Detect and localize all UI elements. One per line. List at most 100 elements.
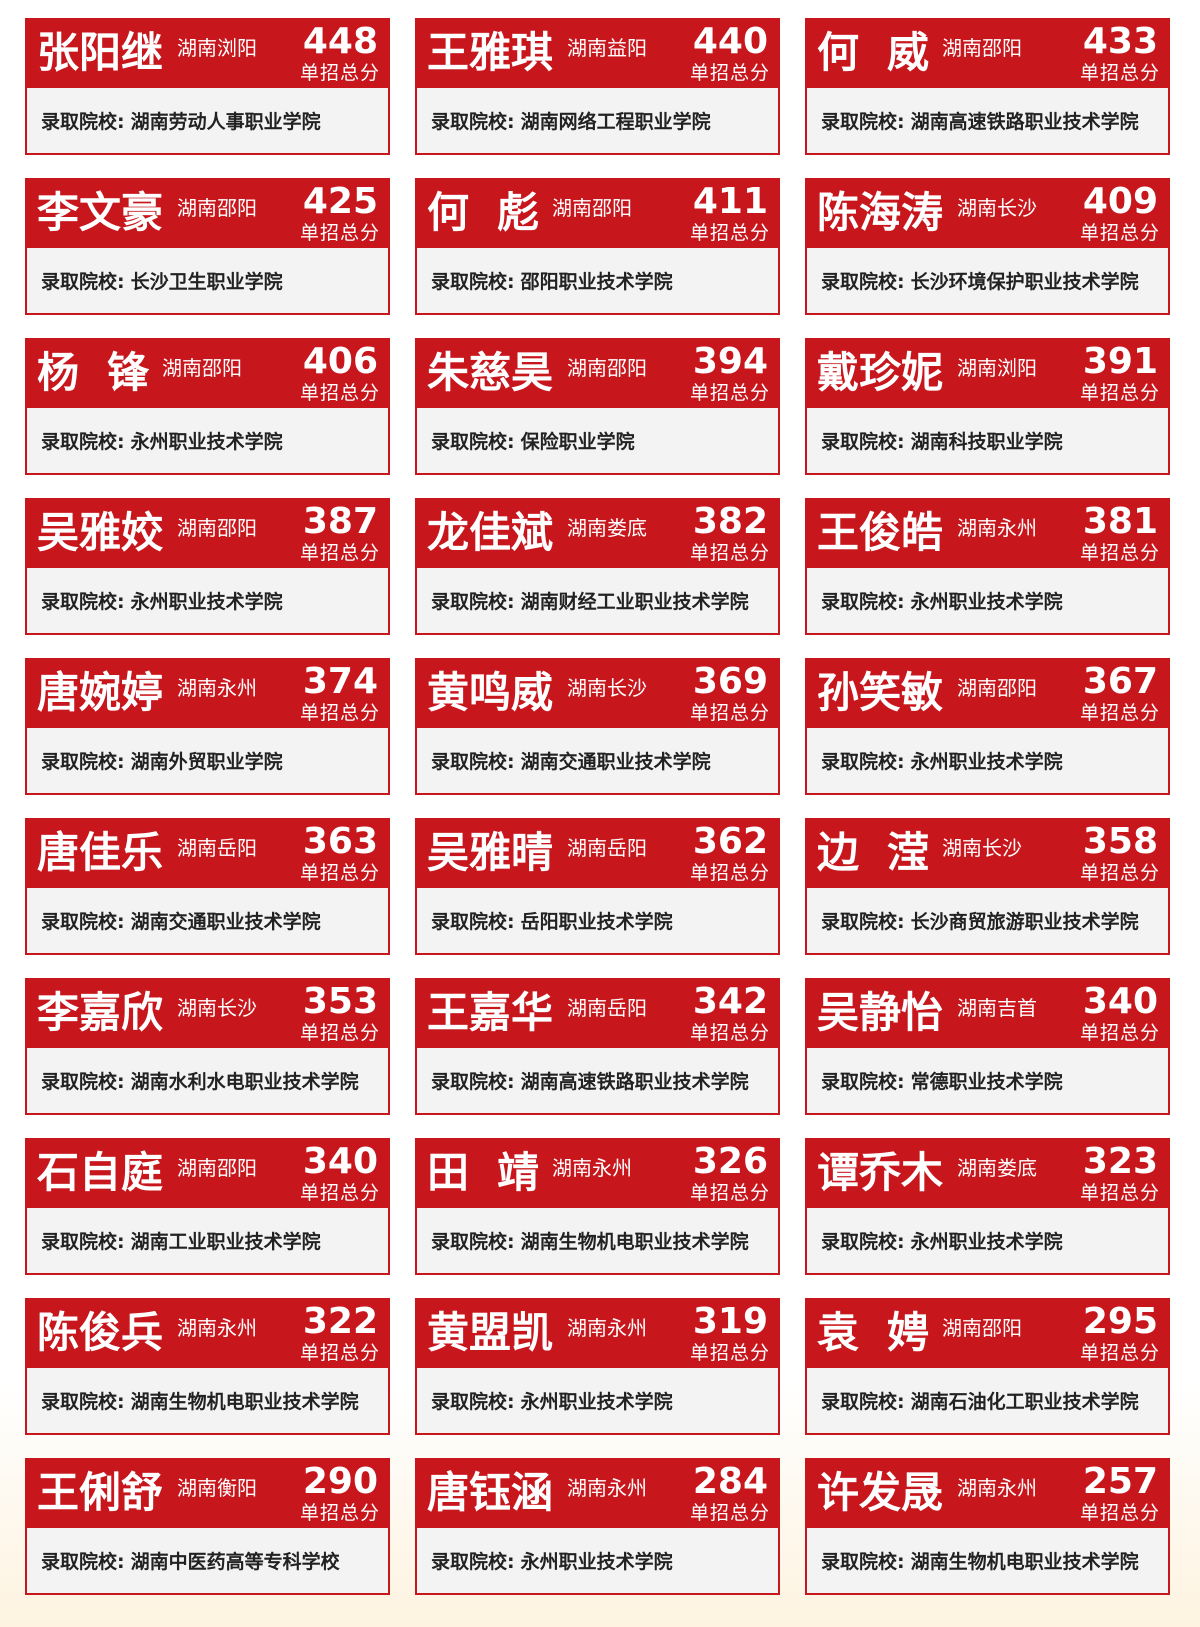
- student-name: 唐婉婷: [37, 668, 164, 717]
- school-name: 永州职业技术学院: [130, 431, 283, 453]
- school-name: 湖南生物机电职业技术学院: [130, 1391, 359, 1413]
- student-score: 440: [692, 21, 768, 62]
- school-name: 岳阳职业技术学院: [520, 911, 673, 933]
- card-footer: 录取院校: 长沙卫生职业学院: [27, 248, 388, 313]
- student-name: 戴珍妮: [817, 348, 944, 397]
- school-name: 永州职业技术学院: [520, 1391, 673, 1413]
- school-name: 湖南生物机电职业技术学院: [520, 1231, 749, 1253]
- card-footer: 录取院校: 湖南高速铁路职业技术学院: [807, 88, 1168, 153]
- admission-card: 张阳继 湖南浏阳 448 单招总分 录取院校: 湖南劳动人事职业学院: [25, 18, 390, 155]
- score-label: 单招总分: [689, 222, 770, 244]
- school-name: 常德职业技术学院: [910, 1071, 1063, 1093]
- card-header: 吴雅姣 湖南邵阳 387 单招总分: [27, 500, 388, 568]
- card-footer: 录取院校: 湖南交通职业技术学院: [417, 728, 778, 793]
- admission-card: 谭乔木 湖南娄底 323 单招总分 录取院校: 永州职业技术学院: [805, 1138, 1170, 1275]
- card-footer: 录取院校: 湖南工业职业技术学院: [27, 1208, 388, 1273]
- score-label: 单招总分: [1079, 542, 1160, 564]
- school-prefix: 录取院校:: [431, 1071, 515, 1093]
- score-label: 单招总分: [1079, 382, 1160, 404]
- school-prefix: 录取院校:: [41, 911, 125, 933]
- card-header: 许发晟 湖南永州 257 单招总分: [807, 1460, 1168, 1528]
- card-footer: 录取院校: 湖南网络工程职业学院: [417, 88, 778, 153]
- admission-card: 杨锋 湖南邵阳 406 单招总分 录取院校: 永州职业技术学院: [25, 338, 390, 475]
- student-region: 湖南浏阳: [957, 356, 1037, 380]
- score-label: 单招总分: [689, 1182, 770, 1204]
- student-region: 湖南邵阳: [957, 676, 1037, 700]
- score-label: 单招总分: [299, 862, 380, 884]
- student-score: 382: [692, 501, 768, 542]
- admission-card: 许发晟 湖南永州 257 单招总分 录取院校: 湖南生物机电职业技术学院: [805, 1458, 1170, 1595]
- school-name: 湖南水利水电职业技术学院: [130, 1071, 359, 1093]
- student-region: 湖南永州: [177, 1316, 257, 1340]
- school-prefix: 录取院校:: [821, 1391, 905, 1413]
- school-prefix: 录取院校:: [431, 271, 515, 293]
- school-prefix: 录取院校:: [821, 271, 905, 293]
- card-footer: 录取院校: 湖南劳动人事职业学院: [27, 88, 388, 153]
- student-name: 王俊皓: [817, 508, 944, 557]
- school-prefix: 录取院校:: [41, 751, 125, 773]
- school-prefix: 录取院校:: [431, 431, 515, 453]
- card-footer: 录取院校: 湖南生物机电职业技术学院: [807, 1528, 1168, 1593]
- score-label: 单招总分: [1079, 222, 1160, 244]
- score-label: 单招总分: [689, 1342, 770, 1364]
- student-region: 湖南吉首: [957, 996, 1037, 1020]
- admission-card: 袁娉 湖南邵阳 295 单招总分 录取院校: 湖南石油化工职业技术学院: [805, 1298, 1170, 1435]
- school-prefix: 录取院校:: [431, 911, 515, 933]
- admission-card: 黄盟凯 湖南永州 319 单招总分 录取院校: 永州职业技术学院: [415, 1298, 780, 1435]
- student-score: 326: [692, 1141, 768, 1182]
- student-region: 湖南邵阳: [942, 1316, 1022, 1340]
- student-score: 425: [302, 181, 378, 222]
- card-footer: 录取院校: 湖南财经工业职业技术学院: [417, 568, 778, 633]
- school-prefix: 录取院校:: [821, 1551, 905, 1573]
- score-label: 单招总分: [1079, 1022, 1160, 1044]
- student-score: 322: [302, 1301, 378, 1342]
- card-footer: 录取院校: 湖南石油化工职业技术学院: [807, 1368, 1168, 1433]
- score-label: 单招总分: [1079, 702, 1160, 724]
- student-score: 374: [302, 661, 378, 702]
- admission-card: 陈俊兵 湖南永州 322 单招总分 录取院校: 湖南生物机电职业技术学院: [25, 1298, 390, 1435]
- school-prefix: 录取院校:: [41, 1071, 125, 1093]
- admission-card: 何威 湖南邵阳 433 单招总分 录取院校: 湖南高速铁路职业技术学院: [805, 18, 1170, 155]
- school-prefix: 录取院校:: [431, 1391, 515, 1413]
- school-prefix: 录取院校:: [821, 751, 905, 773]
- admission-card: 王雅琪 湖南益阳 440 单招总分 录取院校: 湖南网络工程职业学院: [415, 18, 780, 155]
- student-name: 边滢: [817, 828, 958, 877]
- student-region: 湖南永州: [177, 676, 257, 700]
- school-name: 湖南石油化工职业技术学院: [910, 1391, 1139, 1413]
- score-label: 单招总分: [299, 1342, 380, 1364]
- card-header: 石自庭 湖南邵阳 340 单招总分: [27, 1140, 388, 1208]
- school-name: 长沙商贸旅游职业技术学院: [910, 911, 1139, 933]
- school-name: 湖南网络工程职业学院: [520, 111, 711, 133]
- card-header: 杨锋 湖南邵阳 406 单招总分: [27, 340, 388, 408]
- score-label: 单招总分: [299, 222, 380, 244]
- school-name: 保险职业学院: [520, 431, 635, 453]
- student-score: 369: [692, 661, 768, 702]
- student-region: 湖南娄底: [957, 1156, 1037, 1180]
- card-header: 黄鸣威 湖南长沙 369 单招总分: [417, 660, 778, 728]
- card-footer: 录取院校: 湖南高速铁路职业技术学院: [417, 1048, 778, 1113]
- student-name: 吴静怡: [817, 988, 944, 1037]
- school-prefix: 录取院校:: [431, 591, 515, 613]
- student-name: 何彪: [427, 188, 568, 237]
- student-name: 吴雅姣: [37, 508, 164, 557]
- student-score: 363: [302, 821, 378, 862]
- card-header: 王嘉华 湖南岳阳 342 单招总分: [417, 980, 778, 1048]
- card-header: 唐钰涵 湖南永州 284 单招总分: [417, 1460, 778, 1528]
- card-header: 王雅琪 湖南益阳 440 单招总分: [417, 20, 778, 88]
- student-score: 381: [1082, 501, 1158, 542]
- student-region: 湖南邵阳: [177, 1156, 257, 1180]
- card-header: 陈海涛 湖南长沙 409 单招总分: [807, 180, 1168, 248]
- student-name: 孙笑敏: [817, 668, 944, 717]
- school-name: 永州职业技术学院: [130, 591, 283, 613]
- admission-card: 李嘉欣 湖南长沙 353 单招总分 录取院校: 湖南水利水电职业技术学院: [25, 978, 390, 1115]
- score-label: 单招总分: [299, 1182, 380, 1204]
- card-footer: 录取院校: 湖南科技职业学院: [807, 408, 1168, 473]
- score-label: 单招总分: [1079, 862, 1160, 884]
- admission-card: 唐钰涵 湖南永州 284 单招总分 录取院校: 永州职业技术学院: [415, 1458, 780, 1595]
- student-region: 湖南益阳: [567, 36, 647, 60]
- school-name: 湖南外贸职业学院: [130, 751, 283, 773]
- card-header: 袁娉 湖南邵阳 295 单招总分: [807, 1300, 1168, 1368]
- card-header: 张阳继 湖南浏阳 448 单招总分: [27, 20, 388, 88]
- card-header: 李文豪 湖南邵阳 425 单招总分: [27, 180, 388, 248]
